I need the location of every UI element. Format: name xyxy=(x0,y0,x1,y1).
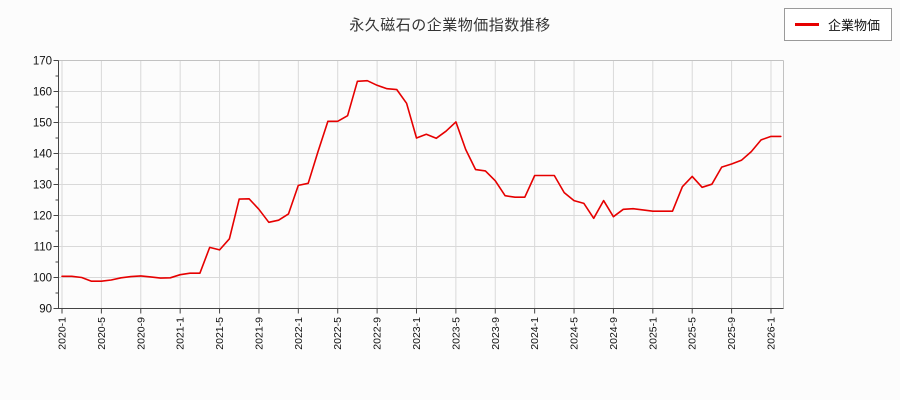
y-tick-label: 110 xyxy=(34,242,52,254)
x-tick-label: 2021-9 xyxy=(253,317,265,350)
x-tick-label: 2023-1 xyxy=(411,317,423,350)
x-tick-label: 2026-1 xyxy=(765,317,777,350)
gridlines xyxy=(58,60,784,309)
x-tick-label: 2021-5 xyxy=(214,317,226,350)
legend-label: 企業物価 xyxy=(827,18,880,33)
y-tick-label: 140 xyxy=(33,149,52,161)
y-tick-label: 100 xyxy=(33,273,52,285)
x-tick-label: 2022-1 xyxy=(293,317,305,350)
legend-line-icon xyxy=(794,23,819,26)
x-tick-label: 2025-5 xyxy=(687,317,699,350)
legend: 企業物価 xyxy=(783,8,892,41)
y-tick-labels: 90 100 110 120 130 140 150 160 170 xyxy=(33,56,52,316)
x-tick-label: 2020-9 xyxy=(135,317,147,350)
x-tick-label: 2020-5 xyxy=(96,317,108,350)
x-tick-label: 2025-9 xyxy=(726,317,738,350)
x-tick-label: 2020-1 xyxy=(57,317,69,350)
x-tick-label: 2023-5 xyxy=(450,317,462,350)
y-tick-label: 120 xyxy=(33,211,52,223)
x-tick-label: 2024-1 xyxy=(529,317,541,350)
series-line-企業物価 xyxy=(61,79,782,283)
x-tick-labels: 2020-1 2020-5 2020-9 2021-1 2021-5 2021-9 2022… xyxy=(57,317,778,350)
x-tick-label: 2022-5 xyxy=(332,317,344,350)
x-tick-label: 2025-1 xyxy=(647,317,659,350)
x-tick-label: 2021-1 xyxy=(175,317,187,350)
chart-title: 永久磁石の企業物価指数推移 xyxy=(349,17,551,34)
x-tick-label: 2023-9 xyxy=(490,317,502,350)
y-tick-label: 170 xyxy=(33,56,52,68)
x-tick-label: 2024-9 xyxy=(608,317,620,350)
y-tick-label: 150 xyxy=(33,118,52,130)
y-tick-label: 90 xyxy=(39,304,52,316)
x-tick-label: 2024-5 xyxy=(569,317,581,350)
y-tick-label: 130 xyxy=(33,180,52,192)
axis-ticks xyxy=(53,60,772,314)
x-tick-label: 2022-9 xyxy=(372,317,384,350)
y-tick-label: 160 xyxy=(33,87,52,99)
